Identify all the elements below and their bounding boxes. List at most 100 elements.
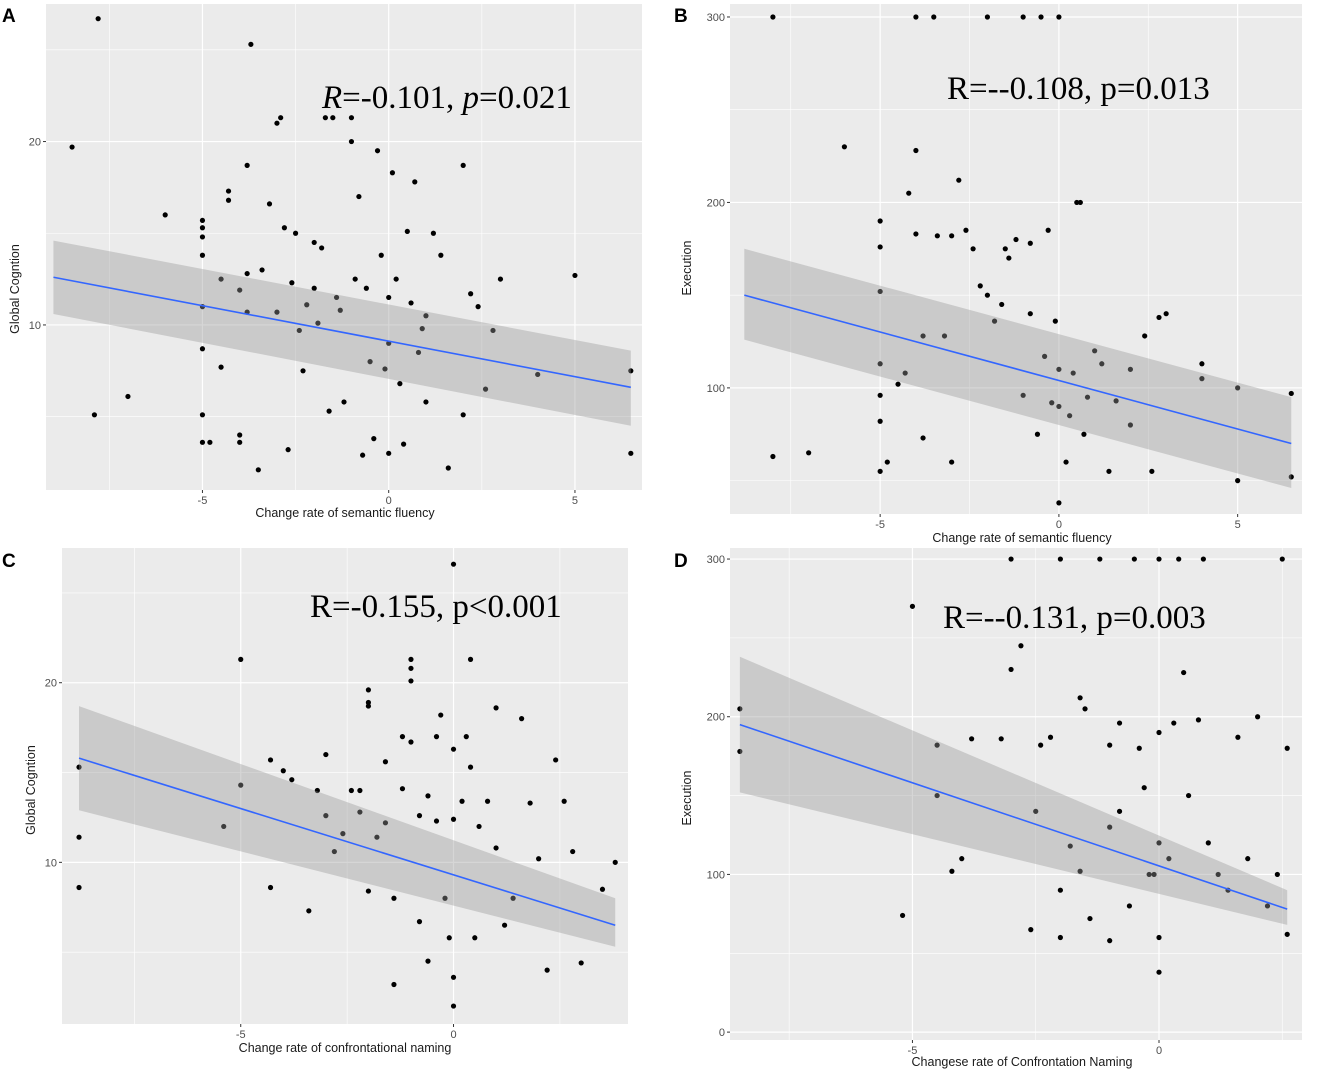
xlabel-c: Change rate of confrontational naming [239,1041,452,1055]
data-point [1067,413,1073,419]
data-point [218,276,224,282]
data-point [599,886,606,892]
data-point [1081,431,1087,437]
data-point [365,699,372,706]
x-tick-label: -5 [198,495,208,507]
data-point [442,895,448,901]
data-point [1056,500,1062,506]
data-point [877,418,883,424]
data-point [365,687,372,693]
data-point [225,197,232,203]
data-point [259,267,265,273]
data-point [306,908,312,914]
xlabel-b: Change rate of semantic fluency [932,531,1112,545]
data-point [1084,394,1091,400]
y-tick-label: 200 [707,712,725,724]
data-point [1131,556,1137,562]
regression-line [53,276,631,389]
data-point [450,561,457,567]
data-point [425,958,431,964]
data-point [363,285,369,291]
data-point [433,818,440,824]
data-point [218,364,224,370]
data-point [374,148,381,154]
panel-d: -5 0 0 100 200 300 D Execution Changese rate … [674,548,1302,1069]
data-point [446,935,452,941]
data-point [352,276,358,282]
data-point [274,309,280,315]
data-point [433,734,440,740]
y-tick-label: 20 [29,137,41,149]
data-point [450,816,457,822]
x-tick-label: 0 [450,1029,456,1041]
data-point [1033,808,1039,814]
data-point [162,212,168,218]
data-point [984,14,991,20]
data-point [340,831,346,837]
data-point [909,603,916,609]
data-point [1099,361,1105,367]
data-point [1288,474,1294,480]
data-point [1284,745,1290,751]
data-point [501,922,508,928]
y-tick-label: 100 [707,869,725,881]
data-point [408,300,414,306]
data-point [544,967,550,973]
data-point [1146,871,1152,878]
data-point [877,244,883,250]
data-point [475,304,481,310]
data-point [1107,742,1113,748]
data-point [408,739,414,745]
data-point [1255,714,1261,720]
data-point [934,233,940,239]
data-point [255,467,261,473]
annotation-c-r: R [310,589,332,625]
data-point [570,848,576,855]
data-point [1070,370,1076,376]
data-point [467,656,474,662]
data-point [281,225,287,231]
annotation-d-r-value: =--0.131, [965,600,1096,636]
panel-label-a: A [2,6,16,27]
annotation-c-p-value: <0.001 [469,589,562,625]
confidence-band [79,706,616,947]
data-point [365,888,372,894]
data-point [382,759,389,765]
data-point [408,678,414,684]
data-point [1047,734,1054,740]
data-point [497,276,504,282]
data-point [95,16,101,22]
data-point [770,14,776,20]
data-point [311,239,317,246]
data-point [1116,808,1123,814]
y-tick-label: 300 [707,554,725,566]
data-point [877,288,883,295]
data-point [408,656,414,662]
data-point [393,276,399,282]
data-point [519,716,525,722]
data-point [1038,742,1044,748]
data-point [998,736,1004,742]
data-point [1199,361,1205,367]
data-point [1156,969,1162,975]
data-point [304,302,310,308]
annotation-b: R=--0.108, p=0.013 [947,71,1210,107]
data-point [274,120,280,126]
data-point [902,370,908,376]
regression-line [739,723,1288,910]
data-point [1274,871,1280,878]
data-point [877,468,883,474]
data-point [311,285,317,291]
data-point [612,859,618,865]
data-point [367,359,373,365]
data-point [737,748,743,755]
annotation-a: R=-0.101, p=0.021 [321,80,572,116]
xlabel-d: Changese rate of Confrontation Naming [912,1055,1133,1069]
x-tick-label: -5 [236,1029,246,1041]
data-point [267,884,274,891]
data-point [244,162,250,168]
data-point [1056,403,1062,410]
data-point [322,115,328,121]
data-point [408,665,414,671]
data-point [412,179,418,185]
